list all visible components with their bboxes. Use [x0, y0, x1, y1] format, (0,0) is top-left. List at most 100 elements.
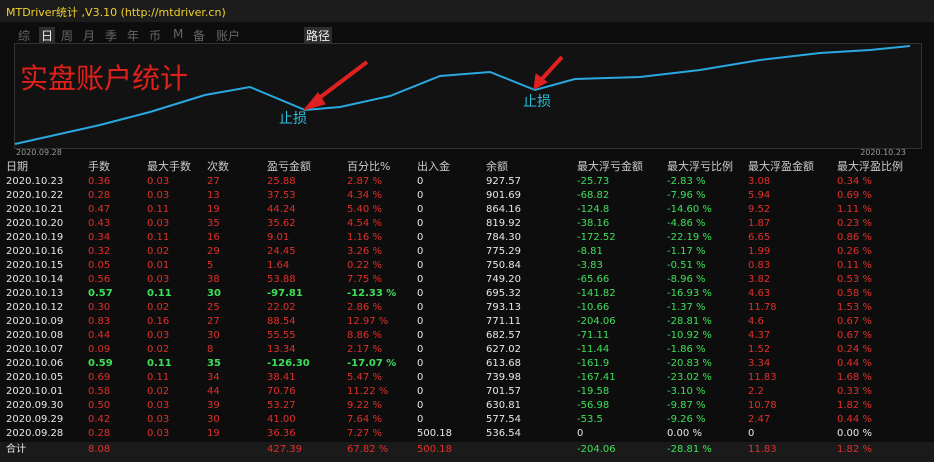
- table-cell: 30: [207, 414, 220, 425]
- tab[interactable]: 年: [127, 29, 140, 43]
- total-cell: 11.83: [748, 444, 777, 455]
- table-cell: -8.81: [577, 246, 603, 257]
- table-cell: 2020.10.14: [6, 274, 64, 285]
- table-cell: 2.86 %: [347, 302, 382, 313]
- table-cell: -71.11: [577, 330, 610, 341]
- column-header: 手数: [88, 160, 110, 173]
- column-header: 日期: [6, 160, 28, 173]
- total-cell: 67.82 %: [347, 444, 389, 455]
- table-cell: 25.88: [267, 176, 296, 187]
- table-cell: 2.47: [748, 414, 771, 425]
- table-cell: -3.83: [577, 260, 603, 271]
- table-cell: 2020.10.19: [6, 232, 64, 243]
- table-cell: 24.45: [267, 246, 296, 257]
- total-cell: 合计: [6, 444, 26, 455]
- start-date: 2020.09.28: [16, 148, 62, 157]
- table-cell: 0.42: [88, 414, 111, 425]
- table-cell: 38: [207, 274, 220, 285]
- table-cell: 2020.10.15: [6, 260, 64, 271]
- table-cell: 0.43: [88, 218, 111, 229]
- table-cell: -2.83 %: [667, 176, 706, 187]
- table-cell: 6.65: [748, 232, 771, 243]
- table-cell: -3.10 %: [667, 386, 706, 397]
- table-cell: 70.76: [267, 386, 296, 397]
- table-cell: 1.87: [748, 218, 771, 229]
- column-header: 余额: [486, 160, 508, 173]
- tab[interactable]: 备: [193, 29, 206, 43]
- table-cell: 0.09: [88, 344, 111, 355]
- table-cell: 2020.10.16: [6, 246, 64, 257]
- table-cell: 0: [417, 190, 424, 201]
- table-cell: 0.03: [147, 190, 170, 201]
- table-cell: 0.44: [88, 330, 111, 341]
- table-cell: 627.02: [486, 344, 521, 355]
- table-cell: 4.63: [748, 288, 771, 299]
- equity-chart: 实盘账户统计 止损 止损 2020.09.28 2020.10.23: [14, 45, 911, 157]
- table-cell: 35: [207, 358, 221, 369]
- tab[interactable]: 月: [83, 29, 96, 43]
- table-cell: 701.57: [486, 386, 521, 397]
- table-cell: 0.59: [88, 358, 113, 369]
- table-cell: 0.67 %: [837, 316, 872, 327]
- table-cell: 12.97 %: [347, 316, 389, 327]
- table-cell: 35.62: [267, 218, 296, 229]
- table-cell: 0.24 %: [837, 344, 872, 355]
- table-cell: 2020.10.08: [6, 330, 64, 341]
- table-cell: 4.54 %: [347, 218, 382, 229]
- column-header: 盈亏金额: [267, 160, 311, 173]
- path-tab[interactable]: 路径: [304, 27, 333, 44]
- table-cell: 2.2: [748, 386, 764, 397]
- table-cell: 7.75 %: [347, 274, 382, 285]
- arrow: [302, 55, 564, 111]
- table-cell: 0.26 %: [837, 246, 872, 257]
- table-cell: 2020.10.09: [6, 316, 64, 327]
- tab[interactable]: 账户: [216, 29, 241, 43]
- table-cell: 0.67 %: [837, 330, 872, 341]
- tab[interactable]: 币: [149, 29, 162, 43]
- table-cell: -4.86 %: [667, 218, 706, 229]
- column-header: 最大浮盈比例: [837, 160, 903, 173]
- tab[interactable]: 日: [39, 27, 56, 44]
- column-header: 最大浮亏金额: [577, 160, 643, 173]
- table-cell: 38.41: [267, 372, 296, 383]
- tab[interactable]: 周: [61, 29, 74, 43]
- tab[interactable]: 季: [105, 29, 118, 43]
- table-cell: -19.58: [577, 386, 610, 397]
- tab[interactable]: 综: [18, 29, 31, 43]
- tab[interactable]: M: [173, 27, 184, 41]
- table-cell: 10.78: [748, 400, 777, 411]
- table-cell: 0.02: [147, 302, 170, 313]
- table-cell: 1.68 %: [837, 372, 872, 383]
- table-cell: 13.34: [267, 344, 296, 355]
- table-cell: 1.11 %: [837, 204, 872, 215]
- table-cell: 13: [207, 190, 220, 201]
- table-cell: 0.22 %: [347, 260, 382, 271]
- table-cell: -53.5: [577, 414, 603, 425]
- table-cell: -97.81: [267, 288, 303, 299]
- table-cell: 0.34: [88, 232, 111, 243]
- table-cell: 8.86 %: [347, 330, 382, 341]
- table-cell: -1.86 %: [667, 344, 706, 355]
- table-cell: 0.11 %: [837, 260, 872, 271]
- table-cell: 0.03: [147, 414, 170, 425]
- table-cell: 2020.10.06: [6, 358, 64, 369]
- table-cell: 2020.10.12: [6, 302, 64, 313]
- table-cell: 749.20: [486, 274, 521, 285]
- table-cell: 1.99: [748, 246, 771, 257]
- table-cell: 34: [207, 372, 220, 383]
- table-cell: -167.41: [577, 372, 616, 383]
- table-cell: -8.96 %: [667, 274, 706, 285]
- table-cell: 22.02: [267, 302, 296, 313]
- table-cell: 11.78: [748, 302, 777, 313]
- table-cell: -124.8: [577, 204, 610, 215]
- table-cell: 500.18: [417, 428, 452, 439]
- table-cell: 0.05: [88, 260, 111, 271]
- table-cell: 0: [417, 204, 424, 215]
- table-cell: 44.24: [267, 204, 296, 215]
- table-cell: -22.19 %: [667, 232, 712, 243]
- table-cell: 1.52: [748, 344, 771, 355]
- table-cell: 0: [417, 274, 424, 285]
- table-cell: -68.82: [577, 190, 610, 201]
- table-cell: 0: [417, 344, 424, 355]
- table-cell: 2020.10.22: [6, 190, 64, 201]
